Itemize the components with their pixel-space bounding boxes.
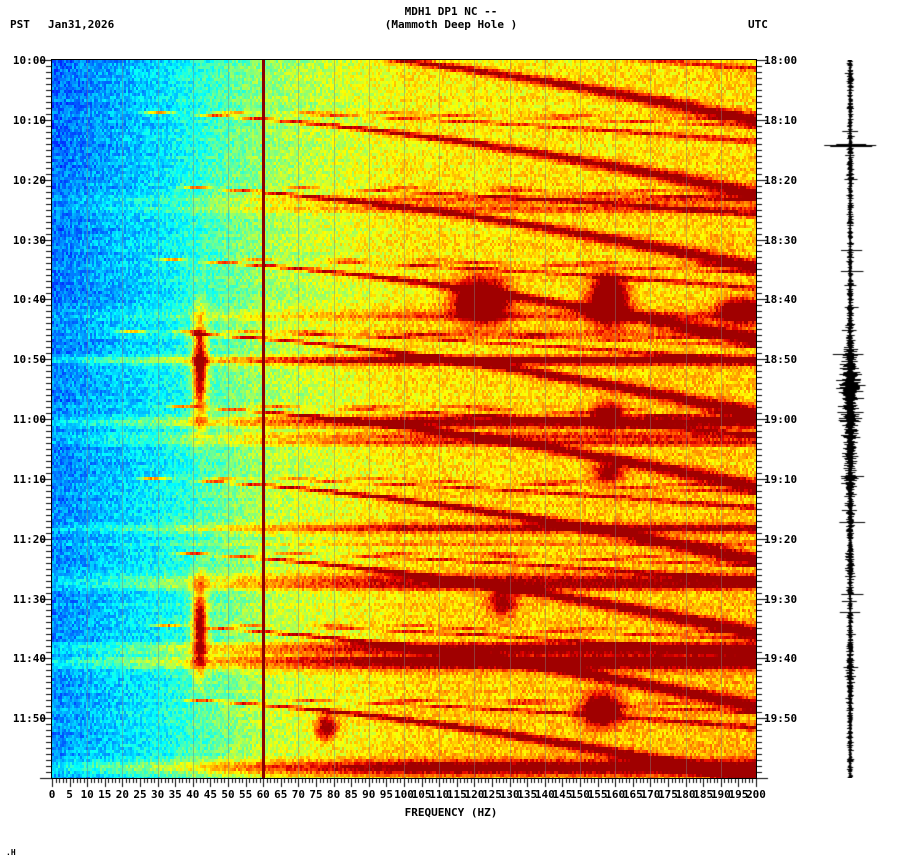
x-axis-tick-label: 55 [238,788,253,801]
x-axis-tick-label: 150 [570,788,590,801]
x-axis-tick-label: 105 [411,788,432,801]
x-axis-tick-label: 75 [309,788,323,801]
y-axis-right-tick-label: 18:20 [764,173,798,187]
x-axis-tick-label: 15 [98,788,112,801]
x-axis-tick-label: 95 [379,788,394,801]
x-axis-tick-label: 90 [362,788,376,801]
y-axis-left-tick-label: 10:00 [12,54,46,67]
x-axis-tick-label: 170 [640,788,661,801]
x-axis-tick-label: 130 [499,788,520,801]
y-axis-left-tick-label: 11:10 [12,472,46,486]
page-title: MDH1 DP1 NC -- [404,5,498,18]
x-axis-tick-label: 110 [429,788,450,801]
y-axis-right-tick-label: 19:40 [764,652,798,666]
y-axis-left-tick-label: 11:50 [12,712,46,726]
y-axis-right-tick-label: 19:50 [764,712,798,726]
corner-mark: .H [6,848,16,857]
y-axis-left-tick-label: 11:40 [12,652,46,666]
x-axis-tick-label: 185 [693,788,714,801]
x-axis-tick-label: 100 [394,788,414,801]
y-axis-right-tick-label: 18:50 [764,353,798,367]
y-axis-left-tick-label: 10:30 [12,233,46,247]
x-axis-tick-label: 25 [133,788,147,801]
header-timezone-right: UTC [748,18,768,31]
x-axis-tick-label: 155 [587,788,608,801]
x-axis-tick-label: 35 [168,788,182,801]
x-axis-tick-label: 195 [728,788,749,801]
y-axis-left-tick-label: 11:20 [12,532,46,546]
x-axis-tick-label: 45 [203,788,218,801]
x-axis-tick-label: 0 [48,788,56,801]
y-axis-right-tick-label: 18:30 [764,233,798,247]
x-axis-tick-label: 140 [534,788,555,801]
y-axis-left-tick-label: 10:20 [12,173,46,187]
x-axis-title: FREQUENCY (HZ) [404,806,498,819]
y-axis-right-tick-label: 19:20 [764,532,798,546]
y-axis-left-tick-label: 11:00 [12,413,46,426]
spectrogram-heatmap [52,60,756,778]
seismogram-trace [820,60,892,778]
y-axis-right-tick-label: 18:00 [764,54,798,67]
x-axis-tick-label: 145 [552,788,573,801]
x-axis-tick-label: 70 [291,788,306,801]
y-axis-left-tick-label: 11:30 [12,592,46,606]
y-axis-right-tick-label: 18:40 [764,293,798,307]
x-axis-tick-label: 175 [658,788,678,801]
y-axis-left-tick-label: 10:50 [12,353,46,367]
x-axis-tick-label: 80 [326,788,341,801]
x-axis-tick-label: 5 [66,788,73,801]
x-axis-tick-label: 20 [115,788,130,801]
x-axis-tick-label: 30 [150,788,165,801]
x-axis-tick-label: 125 [482,788,502,801]
y-axis-right-tick-label: 19:00 [764,413,798,426]
x-axis-tick-label: 10 [80,788,94,801]
x-axis-tick-label: 180 [675,788,696,801]
x-axis-tick-label: 190 [710,788,731,801]
y-axis-right-tick-label: 19:10 [764,472,798,486]
y-axis-right-tick-label: 18:10 [764,113,798,127]
x-axis-tick-label: 160 [605,788,626,801]
y-axis-right-tick-label: 19:30 [764,592,798,606]
x-axis-tick-label: 165 [622,788,643,801]
y-axis-left-tick-label: 10:10 [12,113,46,127]
x-axis-tick-label: 50 [221,788,235,801]
y-axis-left-tick-label: 10:40 [12,293,46,307]
x-axis-tick-label: 135 [517,788,538,801]
x-axis-tick-label: 120 [464,788,485,801]
x-axis-tick-label: 115 [446,788,467,801]
x-axis-tick-label: 65 [274,788,288,801]
x-axis-tick-label: 60 [256,788,270,801]
x-axis-tick-label: 40 [186,788,200,801]
x-axis-tick-label: 200 [746,788,766,801]
x-axis-tick-label: 85 [344,788,358,801]
